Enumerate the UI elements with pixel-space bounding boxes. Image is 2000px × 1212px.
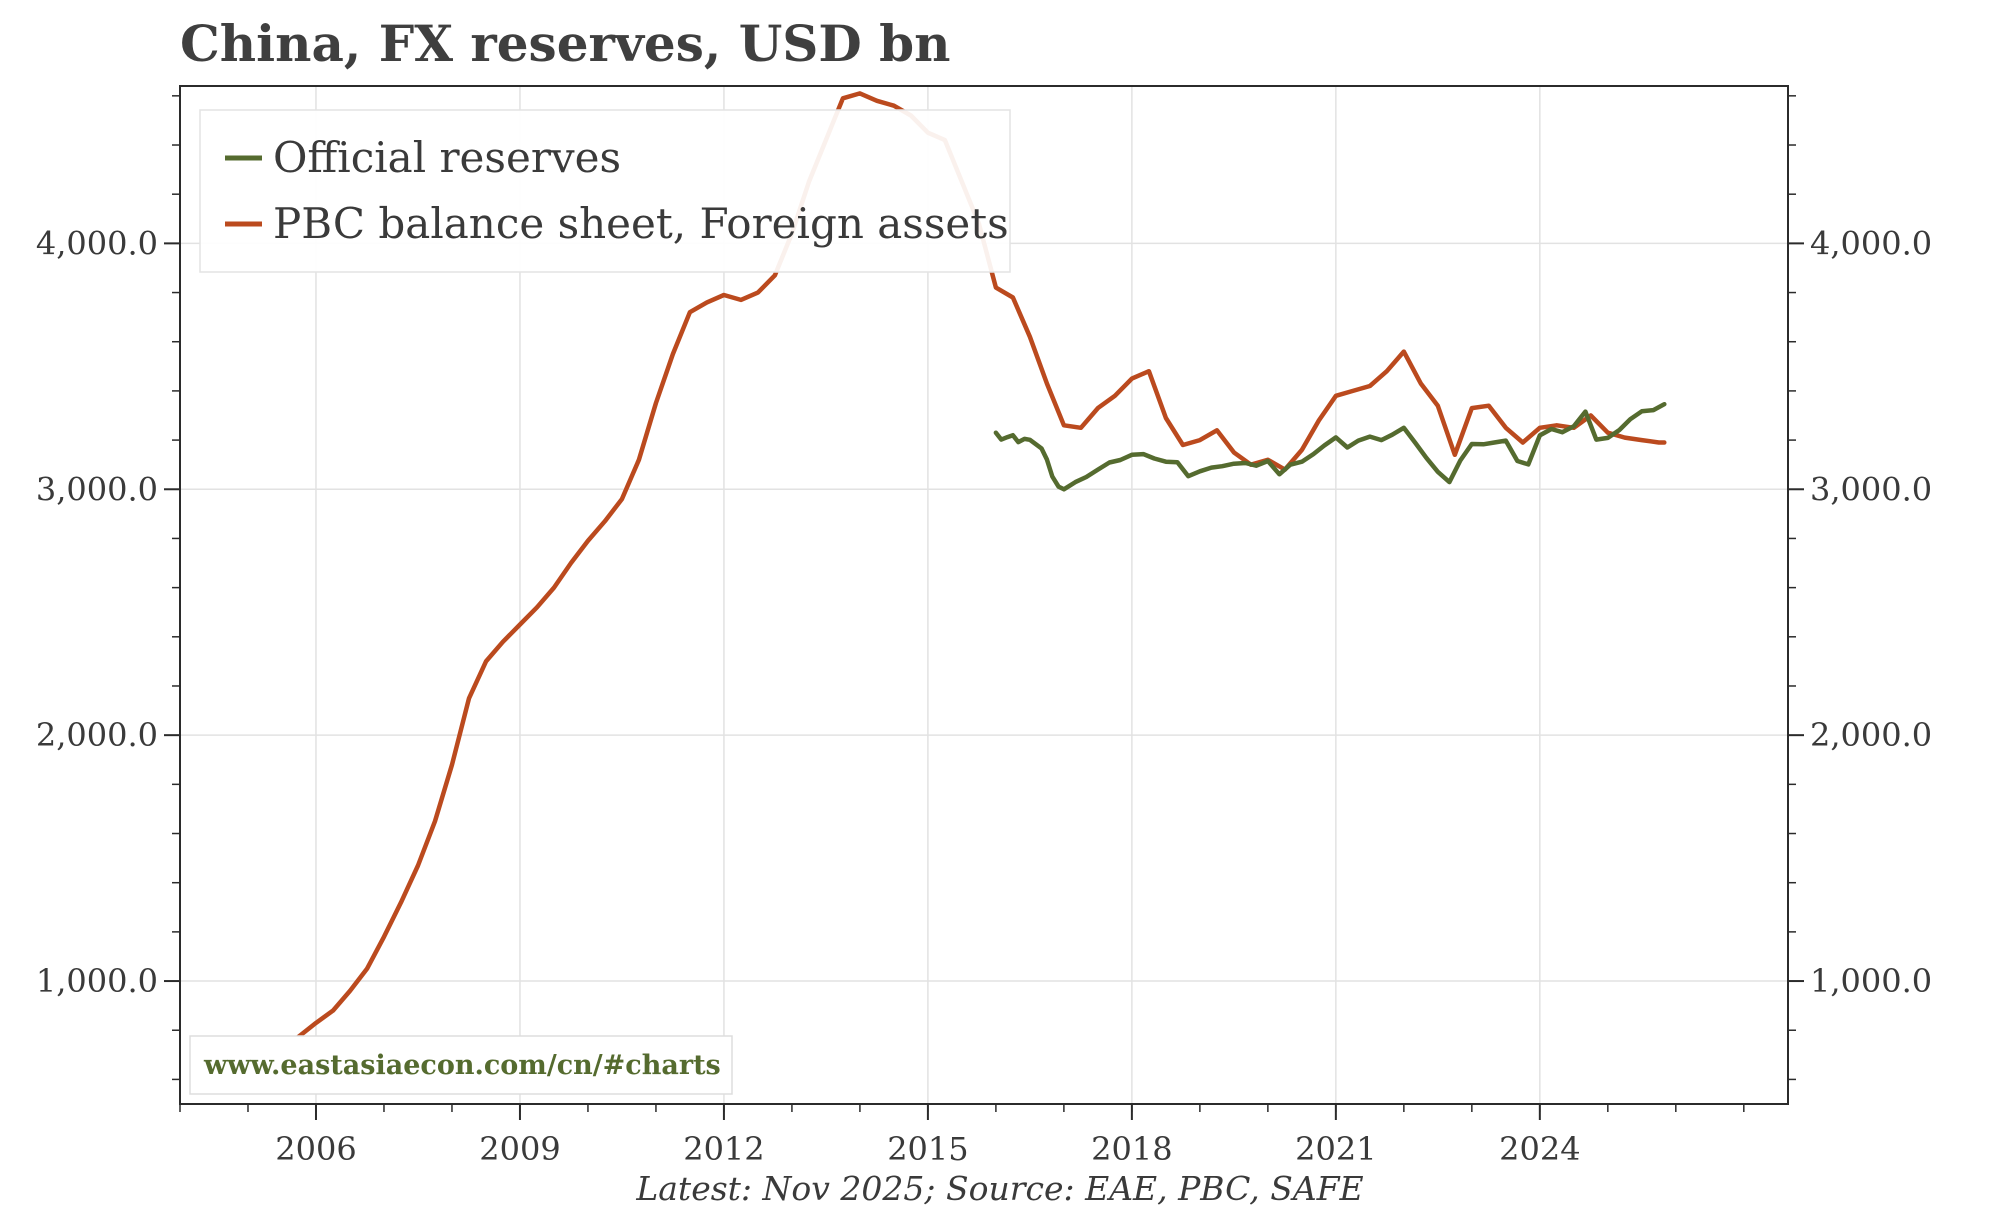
watermark-url: www.eastasiaecon.com/cn/#charts: [203, 1050, 721, 1081]
x-tick-label: 2021: [1295, 1130, 1376, 1168]
y-tick-label-left: 3,000.0: [36, 470, 158, 508]
legend-label-official-reserves: Official reserves: [273, 133, 621, 182]
x-tick-label: 2006: [275, 1130, 356, 1168]
x-tick-label: 2012: [683, 1130, 764, 1168]
y-tick-label-right: 3,000.0: [1810, 470, 1932, 508]
y-tick-label-left: 2,000.0: [36, 716, 158, 754]
y-tick-label-right: 1,000.0: [1810, 962, 1932, 1000]
chart-title: China, FX reserves, USD bn: [180, 14, 951, 73]
x-tick-label: 2015: [887, 1130, 968, 1168]
plot-frame: [179, 85, 1789, 1105]
axis-ticks: [164, 95, 1804, 1120]
y-tick-label-right: 2,000.0: [1810, 716, 1932, 754]
watermark-box: www.eastasiaecon.com/cn/#charts: [189, 1035, 733, 1095]
x-tick-label: 2009: [479, 1130, 560, 1168]
legend-label-pbc-foreign-assets: PBC balance sheet, Foreign assets: [273, 199, 1009, 248]
legend-box: [199, 109, 1011, 273]
series-line-official-reserves: [993, 401, 1667, 492]
legend: Official reserves PBC balance sheet, For…: [199, 109, 1011, 273]
axis-labels: 2006 2009 2012 2015 2018 2021 2024 1,000.0 1,000…: [36, 224, 1932, 1168]
source-note: Latest: Nov 2025; Source: EAE, PBC, SAFE: [635, 1169, 1363, 1208]
y-tick-label-left: 1,000.0: [36, 962, 158, 1000]
watermark-background: [189, 1035, 733, 1095]
y-tick-label-left: 4,000.0: [36, 224, 158, 262]
x-tick-label: 2024: [1499, 1130, 1580, 1168]
y-tick-label-right: 4,000.0: [1810, 224, 1932, 262]
x-tick-label: 2018: [1091, 1130, 1172, 1168]
